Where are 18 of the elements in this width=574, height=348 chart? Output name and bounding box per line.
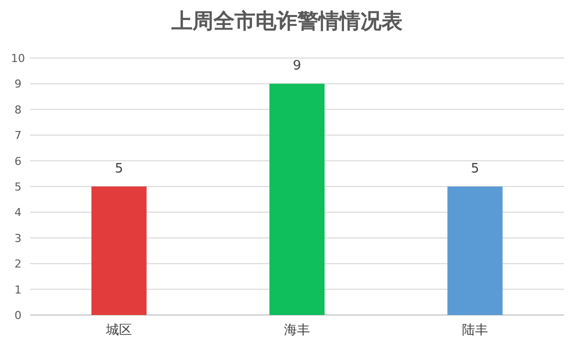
y-tick-label: 6 (14, 154, 22, 168)
y-tick-label: 3 (14, 232, 22, 245)
y-tick-label: 1 (14, 283, 22, 296)
y-tick-label: 0 (14, 309, 22, 322)
x-tick-label: 陆丰 (462, 323, 488, 338)
data-label: 5 (470, 162, 480, 176)
y-tick-label: 2 (14, 258, 22, 271)
data-label: 5 (114, 162, 124, 176)
y-tick-label: 8 (14, 103, 22, 116)
x-tick-label: 城区 (105, 323, 132, 338)
y-tick-label: 4 (14, 206, 22, 220)
y-tick-label: 10 (11, 52, 25, 65)
x-tick-label: 海丰 (284, 323, 310, 338)
y-tick-label: 5 (14, 180, 22, 194)
y-tick-label: 7 (14, 129, 22, 142)
data-label: 9 (292, 58, 302, 74)
chart-title: 上周全市电诈警情情况表 (170, 8, 402, 33)
y-tick-label: 9 (14, 78, 22, 91)
